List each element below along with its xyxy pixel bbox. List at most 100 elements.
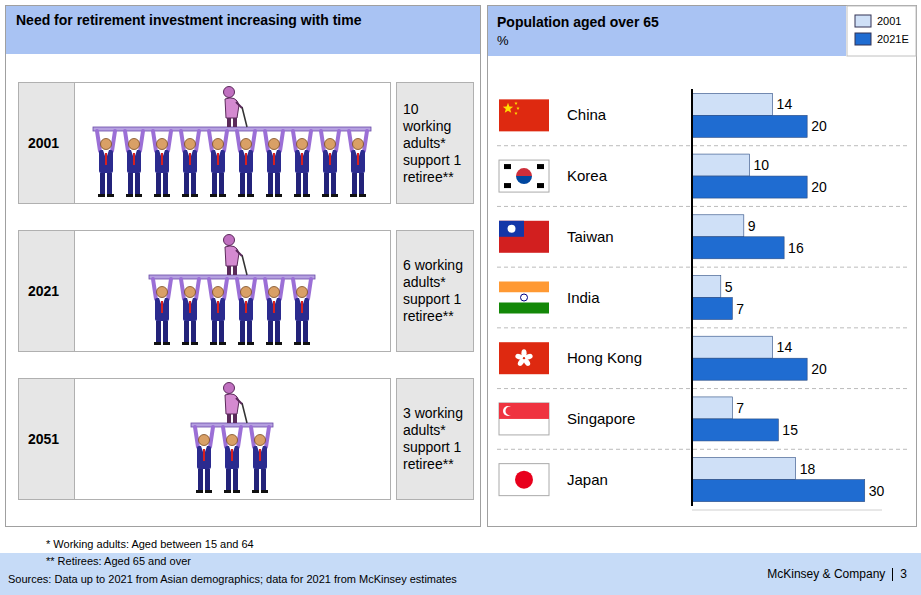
panel-title: Need for retirement investment increasin… <box>16 12 416 29</box>
arm <box>195 427 198 447</box>
shoe <box>224 490 231 493</box>
flag-stripe <box>499 403 549 419</box>
x-range-line <box>692 510 882 511</box>
legend-swatch <box>855 33 871 45</box>
head <box>241 287 252 298</box>
flag-field <box>499 342 549 374</box>
arm <box>265 131 268 151</box>
torso <box>267 150 281 173</box>
panel-header: Need for retirement investment increasin… <box>6 6 480 54</box>
shoe <box>191 342 198 345</box>
arm <box>209 131 212 151</box>
flag <box>499 464 549 496</box>
shoe <box>252 490 259 493</box>
leg <box>296 321 301 343</box>
arm <box>210 427 213 447</box>
leg <box>324 173 329 195</box>
legend-label: 2021E <box>877 33 909 45</box>
image-box <box>74 230 391 352</box>
shoe <box>294 342 301 345</box>
tie <box>203 449 205 461</box>
arm <box>238 427 241 447</box>
retiree-figure <box>224 87 248 128</box>
leg <box>219 173 224 195</box>
leg <box>331 173 336 195</box>
figure-drawing <box>75 231 390 351</box>
row-text: 3 working adults* support 1 retiree** <box>403 405 469 473</box>
flag-taeguk <box>516 176 532 184</box>
shoe <box>154 194 161 197</box>
tie <box>329 153 331 165</box>
category-label: China <box>567 106 607 123</box>
shoe <box>233 490 240 493</box>
footer-band: ** Retirees: Aged 65 and overSources: Da… <box>0 553 921 595</box>
flag-star <box>516 107 519 110</box>
footnote: ** Retirees: Aged 65 and over <box>46 555 191 567</box>
shoe <box>163 342 170 345</box>
leg <box>227 266 231 275</box>
figures <box>93 87 371 198</box>
arm <box>321 131 324 151</box>
tie <box>105 153 107 165</box>
text-box: 3 working adults* support 1 retiree** <box>396 378 474 500</box>
flag-sun <box>508 225 516 233</box>
leg <box>254 469 259 491</box>
leg <box>268 321 273 343</box>
worker-figure <box>97 131 115 197</box>
year-label: 2051 <box>28 431 59 447</box>
tie <box>217 301 219 313</box>
head <box>199 435 210 446</box>
footnote: * Working adults: Aged between 15 and 64 <box>46 538 254 550</box>
leg <box>226 469 231 491</box>
worker-figure <box>251 427 269 493</box>
torso <box>239 150 253 173</box>
leg <box>205 469 210 491</box>
data-label: 14 <box>777 339 793 355</box>
figure-drawing <box>75 379 390 499</box>
torso <box>99 150 113 173</box>
body <box>225 246 239 266</box>
head <box>224 383 235 394</box>
head <box>185 287 196 298</box>
text-box: 6 working adults* support 1 retiree** <box>396 230 474 352</box>
plank <box>149 275 315 279</box>
flag <box>499 99 549 131</box>
leg <box>261 469 266 491</box>
head <box>269 287 280 298</box>
year-box: 2021 <box>18 230 75 352</box>
separator <box>497 206 907 207</box>
separator <box>497 327 907 328</box>
head <box>185 139 196 150</box>
leg <box>156 173 161 195</box>
worker-figure <box>237 279 255 345</box>
body <box>225 98 239 118</box>
arm <box>224 279 227 299</box>
image-box <box>74 378 391 500</box>
bar <box>692 480 865 502</box>
figures <box>149 235 315 346</box>
torso <box>183 150 197 173</box>
head <box>157 287 168 298</box>
shoe <box>275 342 282 345</box>
leg <box>128 173 133 195</box>
flag-trigram <box>504 164 511 169</box>
shoe <box>135 194 142 197</box>
arm <box>181 131 184 151</box>
leg <box>156 321 161 343</box>
flag-field <box>499 221 549 253</box>
leg <box>303 321 308 343</box>
leg <box>233 414 237 423</box>
flag-petal <box>515 353 524 360</box>
shoe <box>322 194 329 197</box>
arm <box>251 427 254 447</box>
leg <box>275 173 280 195</box>
torso <box>211 150 225 173</box>
separator <box>497 388 907 389</box>
torso <box>323 150 337 173</box>
left-panel: Need for retirement investment increasin… <box>5 5 481 527</box>
leg <box>191 321 196 343</box>
leg <box>233 118 237 127</box>
arm <box>181 279 184 299</box>
chart-subtitle: % <box>497 33 509 48</box>
tie <box>161 301 163 313</box>
